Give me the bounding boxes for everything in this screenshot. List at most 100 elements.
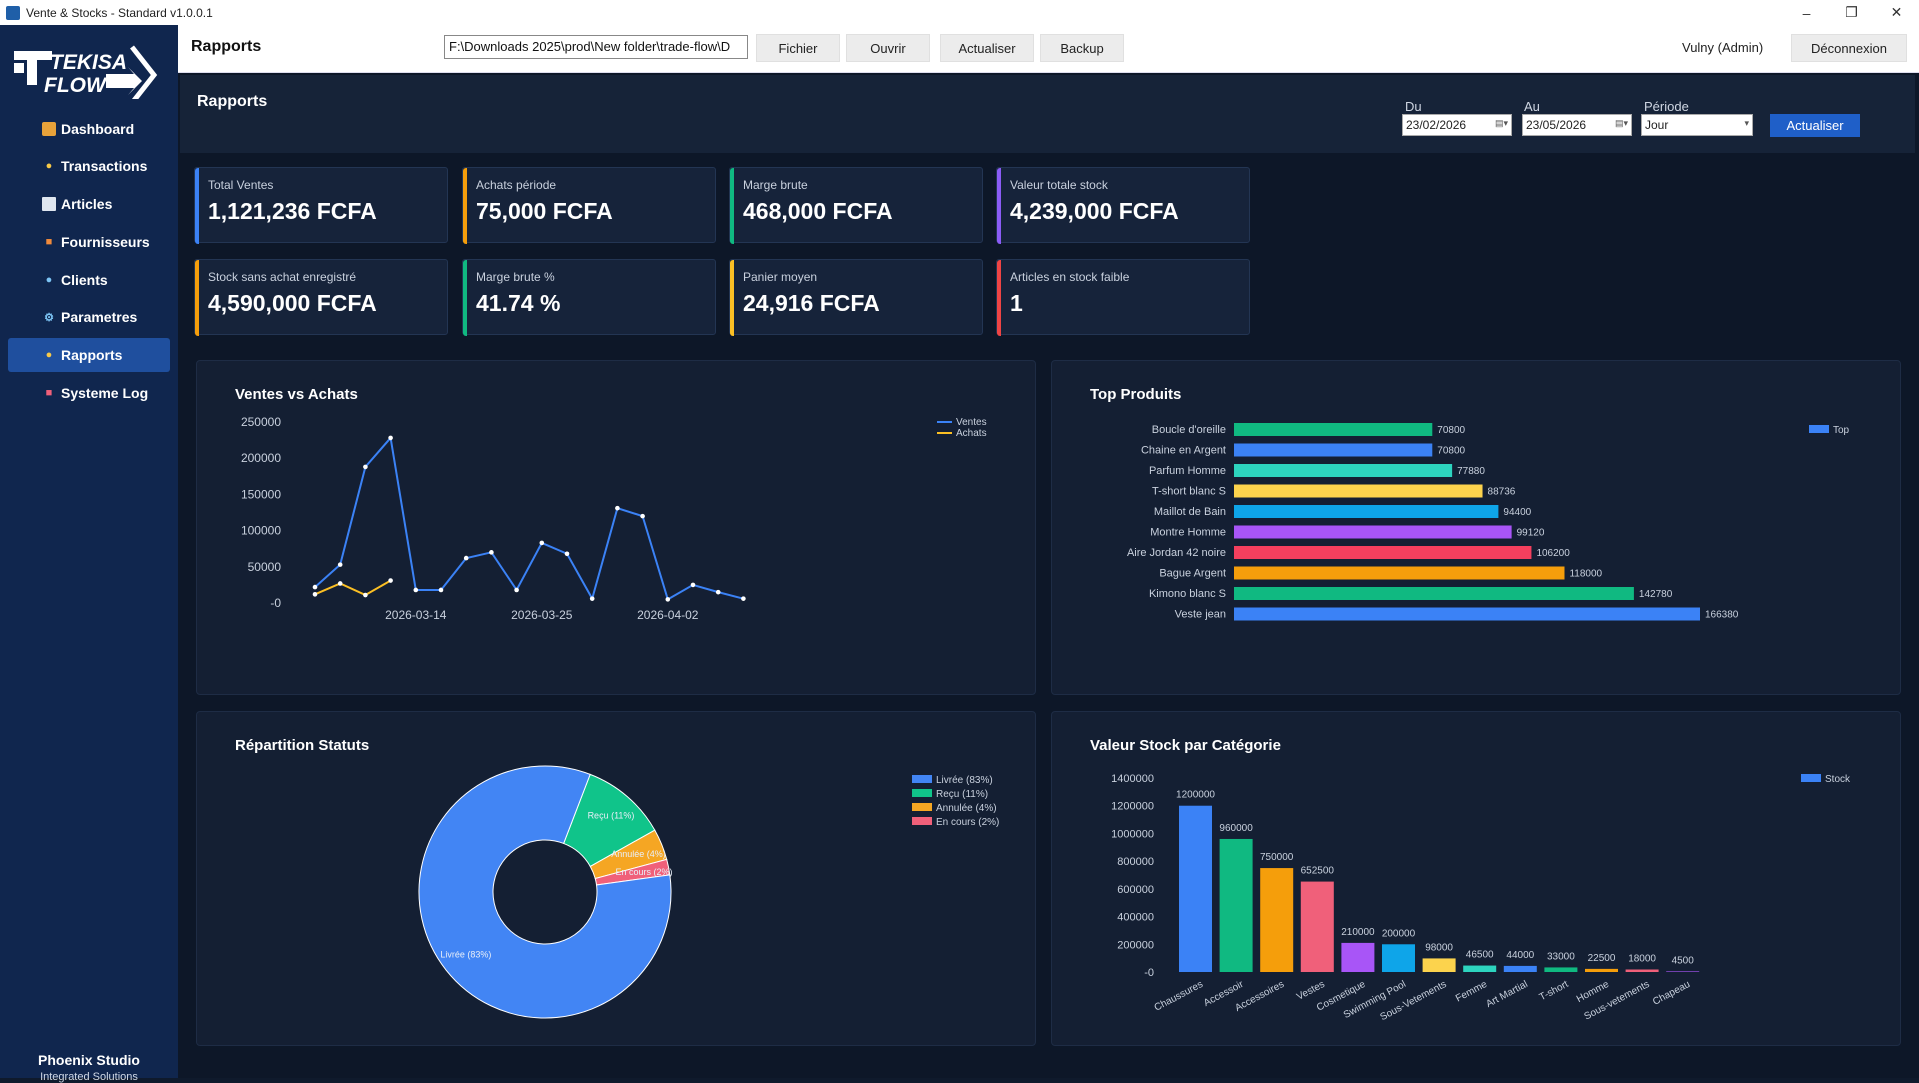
kpi-label: Panier moyen [743, 270, 818, 284]
bar-category-label: T-short blanc S [1152, 486, 1226, 498]
au-date-value: 23/05/2026 [1526, 118, 1587, 132]
x-tick-label: T-short [1538, 979, 1571, 1003]
kpi-accent [730, 168, 734, 244]
bar-category-label: Veste jean [1175, 609, 1226, 621]
window-titlebar: Vente & Stocks - Standard v1.0.0.1 – ❐ ✕ [0, 0, 1919, 25]
sidebar-item-fournisseurs[interactable]: ■ Fournisseurs [8, 225, 170, 259]
du-date-picker[interactable]: 23/02/2026 ▤▾ [1402, 114, 1512, 136]
data-point [589, 596, 595, 601]
calendar-icon[interactable]: ▤▾ [1494, 118, 1508, 128]
page-title: Rapports [191, 38, 262, 55]
restore-icon[interactable]: ❐ [1845, 4, 1858, 20]
du-label: Du [1405, 99, 1422, 114]
sidebar-item-clients[interactable]: ● Clients [8, 263, 170, 297]
x-tick-label: Art Martial [1484, 979, 1529, 1010]
data-point [690, 582, 696, 588]
bar [1234, 587, 1634, 600]
bar [1234, 505, 1499, 518]
bar-category-label: Boucle d'oreille [1152, 424, 1226, 436]
periode-label: Période [1644, 99, 1689, 114]
pie-slice-label: Livrée (83%) [440, 950, 491, 960]
bar-value-label: 200000 [1382, 928, 1416, 939]
y-tick-label: 1200000 [1111, 801, 1154, 813]
actualiser-button[interactable]: Actualiser [940, 34, 1034, 62]
reports-icon: ● [45, 349, 53, 361]
sidebar-item-dashboard[interactable]: Dashboard [8, 112, 170, 146]
bar-category-label: Bague Argent [1159, 568, 1226, 580]
fichier-button[interactable]: Fichier [756, 34, 840, 62]
bar [1234, 546, 1532, 559]
data-point [337, 581, 343, 586]
bar-category-label: Parfum Homme [1149, 465, 1226, 477]
data-point [312, 584, 318, 590]
calendar-icon[interactable]: ▤▾ [1614, 118, 1628, 128]
bar-value-label: 4500 [1672, 955, 1695, 966]
ouvrir-button[interactable]: Ouvrir [846, 34, 930, 62]
path-input[interactable]: F:\Downloads 2025\prod\New folder\trade-… [444, 35, 748, 59]
bar [1300, 881, 1334, 972]
repartition-panel: Répartition Statuts Reçu (11%) Annulée (4… [196, 711, 1036, 1046]
section-title: Rapports [197, 93, 268, 110]
bar [1625, 969, 1659, 972]
valeur-stock-panel: Valeur Stock par Catégorie 1400000 120000… [1051, 711, 1901, 1046]
bar [1234, 464, 1453, 477]
data-point [741, 596, 746, 601]
bar-value-label: 70800 [1437, 446, 1465, 457]
legend-swatch [1809, 425, 1829, 433]
chevron-down-icon: ▾ [1744, 118, 1749, 128]
kpi-card-marge-brute: Marge brute 468,000 FCFA [729, 167, 983, 244]
bar [1422, 958, 1456, 972]
periode-select[interactable]: Jour ▾ [1641, 114, 1753, 136]
svg-text:TEKISA: TEKISA [50, 51, 127, 74]
x-tick-label: 2026-03-25 [511, 608, 573, 622]
close-icon[interactable]: ✕ [1890, 4, 1903, 20]
data-point [312, 592, 318, 597]
kpi-card-marge-pct: Marge brute % 41.74 % [462, 259, 716, 336]
sidebar-item-parametres[interactable]: ⚙ Parametres [8, 300, 170, 334]
kpi-value: 1,121,236 FCFA [208, 198, 377, 224]
kpi-card-valeur-stock: Valeur totale stock 4,239,000 FCFA [996, 167, 1250, 244]
y-tick-label: 800000 [1117, 856, 1154, 868]
data-point [388, 435, 393, 441]
sidebar-item-systeme-log[interactable]: ■ Systeme Log [8, 376, 170, 410]
sidebar-item-rapports[interactable]: ● Rapports [8, 338, 170, 372]
app-icon [6, 5, 20, 20]
main-content: Rapports Du 23/02/2026 ▤▾ Au 23/05/2026 … [178, 73, 1919, 1078]
bar-value-label: 44000 [1506, 950, 1534, 961]
kpi-label: Marge brute [743, 178, 808, 192]
data-point [413, 587, 419, 593]
sidebar: TEKISA FLOW Dashboard ● Transactions Art… [0, 25, 178, 1083]
sidebar-item-articles[interactable]: Articles [8, 187, 170, 221]
sidebar-item-transactions[interactable]: ● Transactions [8, 149, 170, 183]
series-line-ventes [314, 435, 744, 602]
data-point [514, 587, 519, 593]
pie-slice [418, 765, 672, 1019]
studio-name: Phoenix Studio [38, 1052, 140, 1068]
bar [1341, 942, 1375, 972]
kpi-accent [463, 260, 467, 336]
kpi-value: 468,000 FCFA [743, 198, 893, 224]
legend-swatch [912, 803, 932, 811]
bar-value-label: 106200 [1536, 548, 1570, 559]
minimize-icon[interactable]: – [1802, 4, 1811, 21]
data-point [363, 464, 368, 470]
bar [1234, 607, 1700, 621]
bar-category-label: Kimono blanc S [1149, 588, 1226, 600]
au-date-picker[interactable]: 23/05/2026 ▤▾ [1522, 114, 1632, 136]
data-point [363, 592, 368, 598]
logout-button[interactable]: Déconnexion [1791, 34, 1907, 62]
x-tick-label: Chaussures [1153, 979, 1205, 1014]
periode-value: Jour [1645, 118, 1669, 132]
bar [1463, 965, 1497, 972]
legend-swatch [1801, 774, 1821, 782]
legend-swatch [912, 817, 932, 825]
kpi-value: 4,239,000 FCFA [1010, 198, 1179, 224]
tekisa-flow-logo: TEKISA FLOW [14, 39, 164, 105]
y-tick-label: 250000 [241, 415, 281, 429]
data-point [539, 540, 545, 546]
filter-refresh-button[interactable]: Actualiser [1770, 114, 1860, 137]
filters-header: Rapports Du 23/02/2026 ▤▾ Au 23/05/2026 … [180, 75, 1915, 153]
backup-button[interactable]: Backup [1040, 34, 1124, 62]
repartition-chart: Reçu (11%) Annulée (4%) En cours (2%) Livré… [418, 765, 999, 1019]
bar-value-label: 33000 [1547, 951, 1575, 962]
